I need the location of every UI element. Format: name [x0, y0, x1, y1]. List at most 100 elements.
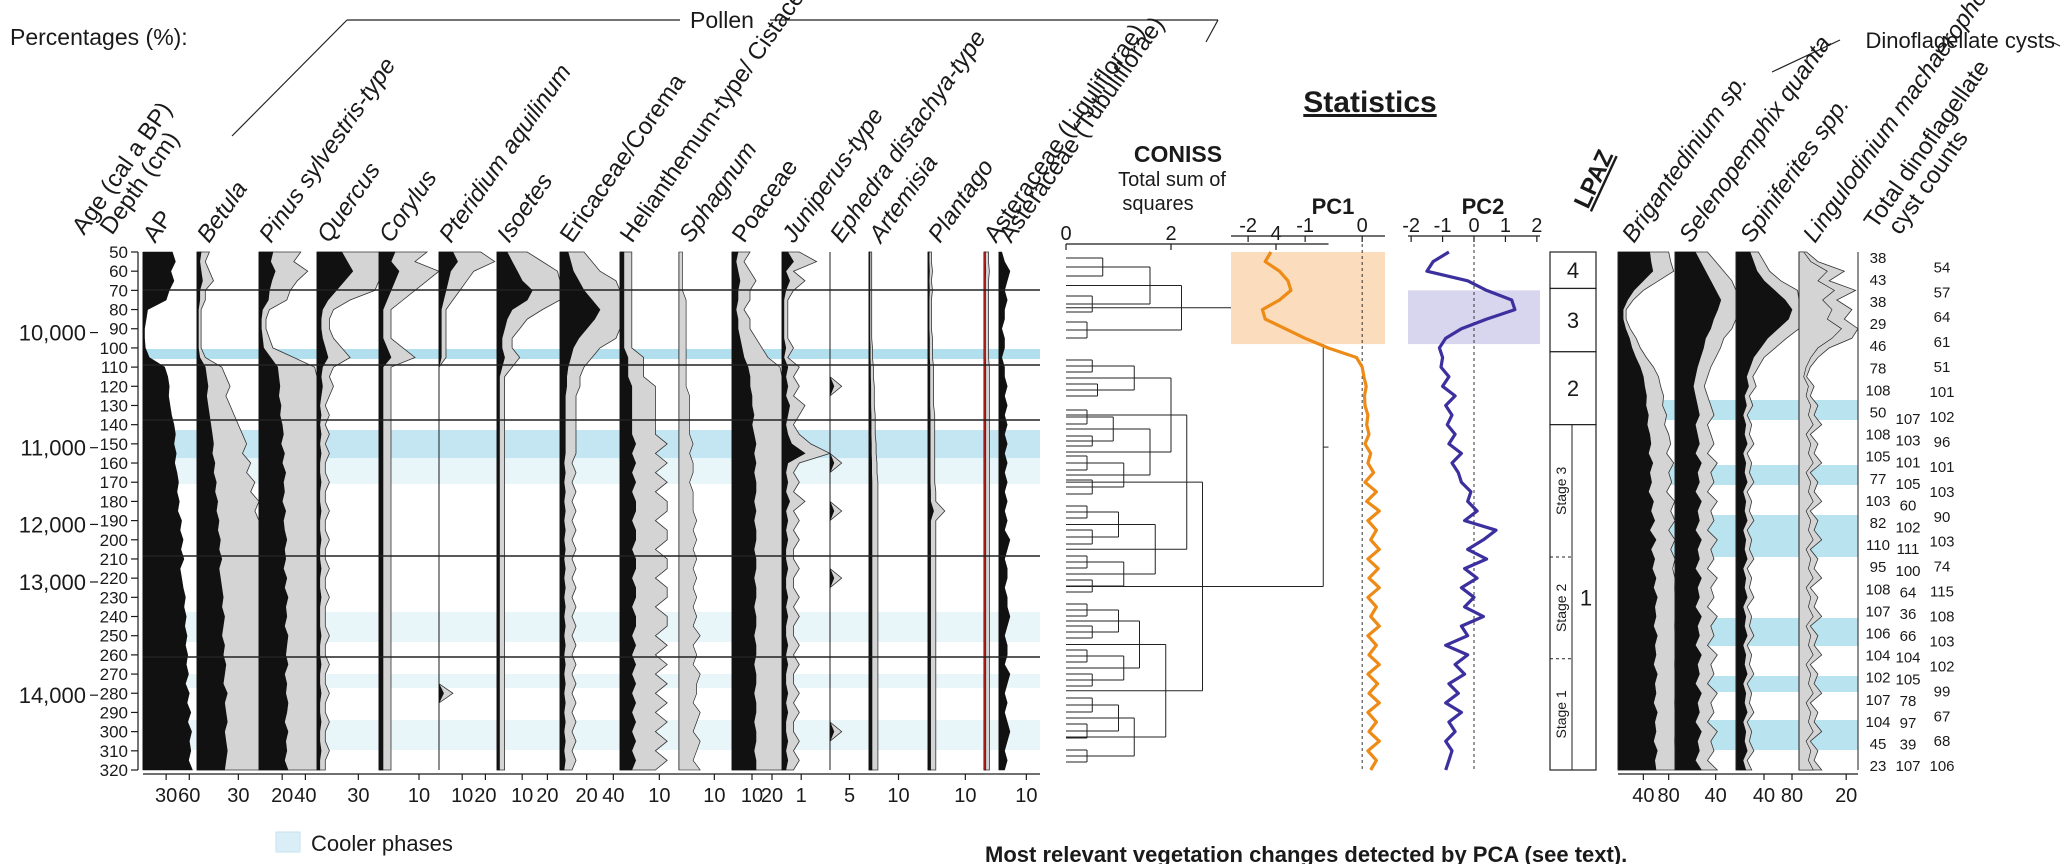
cyst-count-value: 36: [1900, 606, 1917, 623]
cyst-count-value: 23: [1870, 758, 1887, 775]
series-area-artemisia: [868, 251, 873, 771]
series-area-helianthemum-type-cistaceae: [619, 251, 637, 771]
cyst-count-value: 115: [1930, 584, 1954, 601]
series-area-plantago: [927, 251, 934, 771]
lpaz-zone-label: 2: [1567, 376, 1579, 401]
panel-x-tick-label: 20: [474, 785, 496, 807]
taxon-label-ap: AP: [138, 206, 178, 248]
series-area-brigantedinium-sp: [1617, 251, 1658, 771]
cyst-count-value: 66: [1900, 628, 1917, 645]
cyst-count-value: 108: [1865, 427, 1890, 444]
series-area-ericaceae-corema: [559, 251, 601, 771]
series-area-ephedra-distachya-type: [829, 252, 835, 770]
cyst-count-value: 107: [1865, 603, 1890, 620]
cyst-count-value: 64: [1934, 309, 1951, 326]
pc2-tick-label: 1: [1500, 215, 1511, 237]
series-area-sphagnum: [678, 251, 701, 771]
panel-x-tick-label: 20: [271, 785, 293, 807]
exaggeration-area: [927, 251, 946, 771]
depth-tick-label: 310: [100, 742, 128, 761]
cyst-count-value: 67: [1934, 708, 1951, 725]
series-area-ap: [142, 251, 193, 771]
depth-tick-label: 320: [100, 761, 128, 780]
depth-tick-label: 260: [100, 646, 128, 665]
panel-x-tick-label: 10: [703, 785, 725, 807]
cyst-count-value: 29: [1870, 316, 1887, 333]
pc1-tick-label: -1: [1296, 215, 1314, 237]
statistics-title: Statistics: [1303, 86, 1436, 119]
depth-tick-label: 130: [100, 396, 128, 415]
depth-tick-label: 300: [100, 723, 128, 742]
cyst-count-value: 101: [1929, 459, 1954, 476]
pollen-panel-corylus: 10 Corylus: [374, 165, 443, 807]
exaggeration-area: [1798, 251, 1859, 771]
age-tick-label: 10,000: [19, 321, 86, 346]
cyst-count-value: 50: [1870, 404, 1887, 421]
depth-tick-label: 200: [100, 531, 128, 550]
depth-tick-label: 140: [100, 416, 128, 435]
cyst-count-value: 103: [1865, 493, 1890, 510]
dino-bracket-line-right: [2051, 41, 2061, 47]
pollen-panel-betula: 30 Betula: [192, 176, 260, 807]
age-tick-label: 13,000: [19, 570, 86, 595]
panel-x-tick-label: 10: [741, 785, 763, 807]
panel-x-tick-label: 20: [576, 785, 598, 807]
panel-x-tick-label: 30: [155, 785, 177, 807]
pca-note: Most relevant vegetation changes detecte…: [985, 842, 1627, 864]
lpaz-title: LPAZ: [1569, 146, 1619, 213]
coniss-tick-label: 0: [1060, 223, 1071, 245]
cyst-count-value: 110: [1866, 537, 1890, 554]
panel-x-tick-label: 10: [1015, 785, 1037, 807]
lpaz-zone-label: 3: [1567, 308, 1579, 333]
age-tick-label: 14,000: [19, 683, 86, 708]
cyst-count-value: 78: [1900, 693, 1917, 710]
depth-tick-label: 160: [100, 454, 128, 473]
pollen-bracket-diag: [231, 19, 348, 137]
panel-x-tick-label: 20: [1835, 785, 1857, 807]
panel-x-tick-label: 10: [887, 785, 909, 807]
depth-tick-label: 290: [100, 703, 128, 722]
cyst-count-value: 46: [1870, 338, 1887, 355]
pc1-tick-label: -2: [1239, 215, 1257, 237]
cyst-count-value: 102: [1895, 519, 1920, 536]
panel-x-tick-label: 5: [844, 785, 855, 807]
dino-bracket-line: [1771, 39, 1841, 73]
series-area-quercus: [316, 251, 354, 771]
cyst-count-value: 78: [1870, 360, 1887, 377]
coniss-tick-label: 4: [1270, 223, 1281, 245]
depth-tick-label: 120: [100, 377, 128, 396]
lpaz-zone-label: 4: [1567, 258, 1579, 283]
panel-x-tick-label: 40: [602, 785, 624, 807]
cyst-count-value: 90: [1934, 509, 1951, 526]
series-area-selenopemphix-quanta: [1674, 251, 1722, 771]
panel-x-tick-label: 40: [1705, 785, 1727, 807]
pc2-tick-label: 0: [1468, 215, 1479, 237]
panel-x-tick-label: 30: [227, 785, 249, 807]
series-area-juniperus-type: [781, 251, 806, 771]
depth-tick-label: 210: [100, 550, 128, 569]
cyst-count-value: 61: [1934, 334, 1951, 351]
lpaz-zone-box: [1549, 287, 1597, 353]
cyst-count-value: 45: [1870, 736, 1887, 753]
cyst-count-value: 105: [1895, 476, 1920, 493]
exaggeration-area: [496, 251, 561, 771]
panel-x-tick-label: 20: [536, 785, 558, 807]
depth-tick-label: 280: [100, 684, 128, 703]
pc1-tick-label: 0: [1357, 215, 1368, 237]
lpaz-zone-box: [1549, 424, 1597, 771]
cyst-count-value: 38: [1870, 250, 1887, 267]
depth-tick-label: 90: [109, 320, 128, 339]
series-area-lingulodinium-machaerophorum: [1798, 251, 1842, 771]
depth-tick-label: 100: [100, 339, 128, 358]
diagram-header: Percentages (%): Pollen Dinoflagellate c…: [10, 7, 2061, 215]
series-area-isoetes: [496, 251, 533, 771]
cyst-count-value: 97: [1900, 715, 1917, 732]
depth-tick-label: 230: [100, 588, 128, 607]
cyst-count-value: 104: [1865, 714, 1890, 731]
coniss-title: CONISS: [1134, 141, 1222, 167]
exaggeration-area: [438, 251, 496, 770]
panel-x-tick-label: 30: [347, 785, 369, 807]
series-area-asteraceae-tubuliflorae: [998, 251, 1011, 771]
pc2-tick-label: -2: [1402, 215, 1420, 237]
